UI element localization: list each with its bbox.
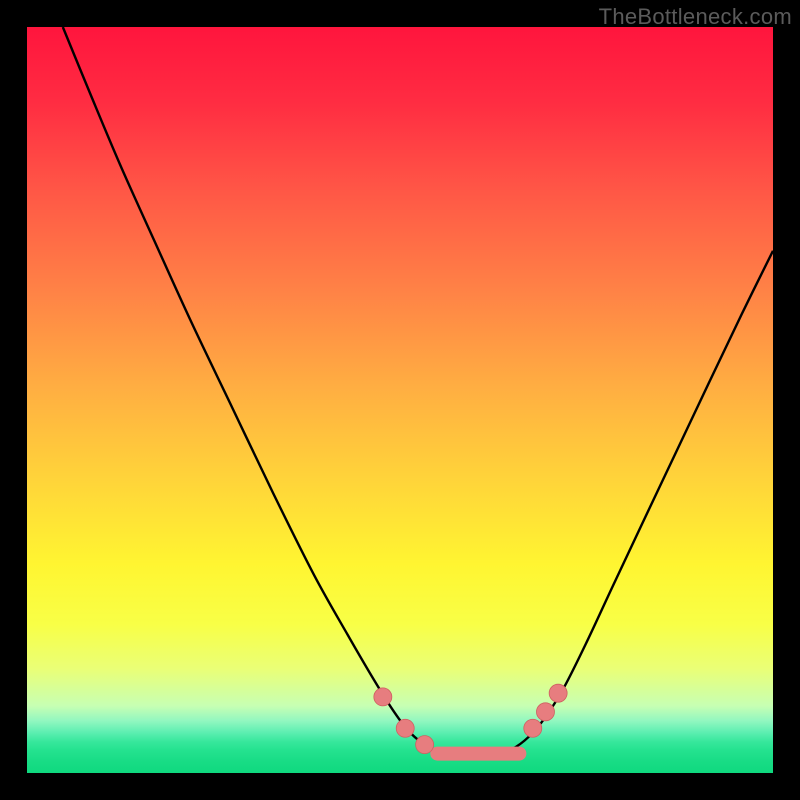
marker-point (524, 719, 542, 737)
plot-background (27, 27, 773, 773)
chart-stage: TheBottleneck.com (0, 0, 800, 800)
marker-point (416, 736, 434, 754)
watermark-text: TheBottleneck.com (599, 4, 792, 30)
marker-point (396, 719, 414, 737)
marker-point (549, 684, 567, 702)
marker-point (374, 688, 392, 706)
marker-point (536, 703, 554, 721)
bottleneck-curve-chart (0, 0, 800, 800)
